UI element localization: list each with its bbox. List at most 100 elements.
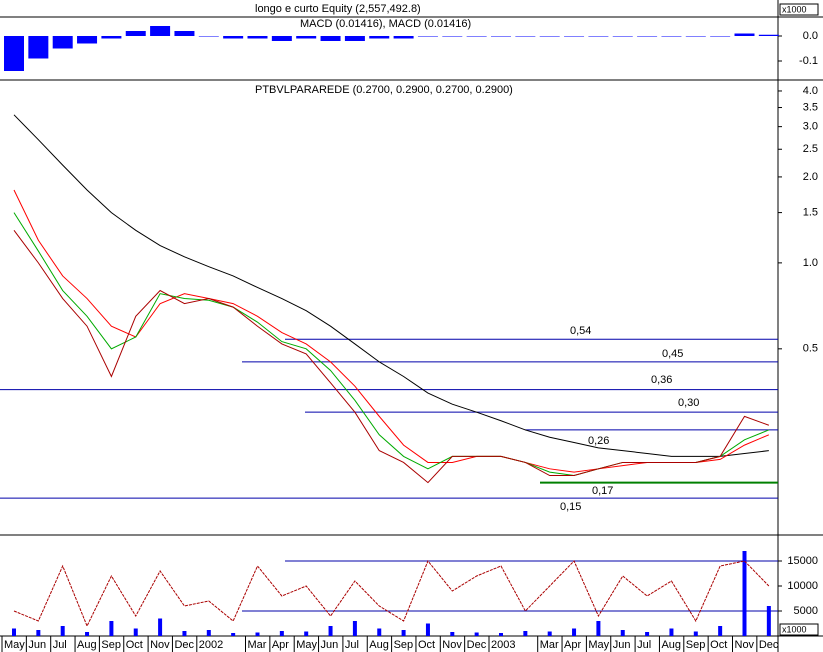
- bar: [320, 36, 341, 41]
- level-label: 0,54: [570, 325, 591, 337]
- bar: [710, 36, 731, 37]
- bar: [206, 630, 211, 636]
- y-tick-label: 1.5: [803, 207, 818, 219]
- level-label: 0,15: [560, 501, 581, 513]
- bar: [637, 36, 658, 37]
- bar: [425, 623, 430, 636]
- x-tick-label: Aug: [661, 639, 681, 651]
- bar: [296, 36, 317, 39]
- bar: [491, 36, 511, 37]
- level-label: 0,36: [651, 374, 672, 386]
- bar: [442, 36, 463, 37]
- bar: [352, 621, 357, 636]
- level-label: 0,17: [592, 485, 613, 497]
- x-tick-label: May: [296, 639, 317, 651]
- bar: [344, 36, 365, 41]
- oscillator-line: [13, 560, 770, 628]
- x-tick-label: Jul: [637, 639, 651, 651]
- x-tick-label: Jun: [613, 639, 631, 651]
- y-tick-label: 0.0: [803, 30, 818, 42]
- x-tick-label: Jul: [53, 639, 67, 651]
- x-tick-label: 2003: [491, 639, 515, 651]
- bar: [174, 31, 195, 36]
- bar: [52, 36, 73, 49]
- macd-title: MACD (0.01416), MACD (0.01416): [300, 18, 471, 30]
- bar: [588, 36, 609, 37]
- bar: [231, 633, 236, 636]
- y-tick-label: 2.0: [803, 171, 818, 183]
- bar: [401, 630, 406, 636]
- bar: [85, 632, 90, 636]
- x-tick-label: Aug: [77, 639, 97, 651]
- x-tick-label: Mar: [540, 639, 559, 651]
- bar: [4, 36, 24, 71]
- bar: [247, 36, 268, 39]
- x-tick-label: Jul: [345, 639, 359, 651]
- bar: [596, 621, 601, 636]
- y-tick-label: 2.5: [803, 143, 818, 155]
- level-label: 0,30: [678, 397, 699, 409]
- bar: [223, 36, 244, 39]
- y-tick-label: 5000: [794, 605, 818, 617]
- x-tick-label: Nov: [150, 639, 170, 651]
- bar: [572, 628, 577, 636]
- x-tick-label: Oct: [418, 639, 435, 651]
- bar: [466, 36, 487, 37]
- x-tick-label: Sep: [394, 639, 414, 651]
- y-tick-label: 15000: [787, 555, 818, 567]
- bar: [734, 33, 755, 36]
- x-tick-label: Sep: [101, 639, 121, 651]
- y-tick-label: 3.5: [803, 101, 818, 113]
- y-tick-label: -0.1: [799, 55, 818, 67]
- y-tick-label: 3.0: [803, 121, 818, 133]
- bar: [499, 633, 503, 636]
- x-tick-label: May: [588, 639, 609, 651]
- bar: [271, 36, 292, 41]
- bar: [328, 626, 333, 636]
- bar: [369, 36, 390, 39]
- bar: [393, 36, 414, 39]
- bar: [182, 631, 187, 636]
- bar: [28, 36, 49, 59]
- bar: [417, 36, 438, 37]
- equity-unit: x1000: [782, 4, 807, 14]
- price-title: PTBVLPARAREDE (0.2700, 0.2900, 0.2700, 0…: [255, 84, 513, 96]
- bar: [36, 630, 41, 636]
- bar: [685, 36, 706, 37]
- level-label: 0,26: [588, 435, 609, 447]
- x-tick-label: 2002: [199, 639, 223, 651]
- x-tick-label: Aug: [369, 639, 389, 651]
- x-tick-label: Oct: [710, 639, 727, 651]
- x-tick-label: Apr: [272, 639, 289, 651]
- bar: [620, 630, 625, 636]
- price-line: [13, 114, 769, 457]
- level-label: 0,45: [662, 348, 683, 360]
- x-tick-label: Dec: [174, 639, 194, 651]
- bar: [661, 36, 682, 37]
- y-tick-label: 4.0: [803, 85, 818, 97]
- price-line: [13, 189, 770, 473]
- bar: [742, 551, 747, 636]
- bar: [198, 36, 219, 37]
- y-tick-label: 0.5: [803, 343, 818, 355]
- y-tick-label: 1.0: [803, 257, 818, 269]
- bar: [279, 631, 284, 636]
- x-tick-label: Dec: [759, 639, 779, 651]
- bar: [718, 626, 723, 636]
- bar: [539, 36, 560, 37]
- x-tick-label: May: [4, 639, 25, 651]
- bar: [758, 34, 779, 36]
- y-tick-label: 10000: [787, 580, 818, 592]
- bar: [304, 631, 309, 636]
- bar: [766, 606, 771, 636]
- bar: [612, 36, 633, 37]
- equity-label: longo e curto Equity (2,557,492.8): [255, 3, 421, 15]
- bar: [255, 632, 260, 636]
- bar: [109, 621, 114, 636]
- bar: [515, 36, 536, 37]
- bar: [133, 628, 138, 636]
- bar: [60, 626, 65, 636]
- bar: [669, 628, 674, 636]
- x-tick-label: Apr: [564, 639, 581, 651]
- bar: [564, 36, 585, 37]
